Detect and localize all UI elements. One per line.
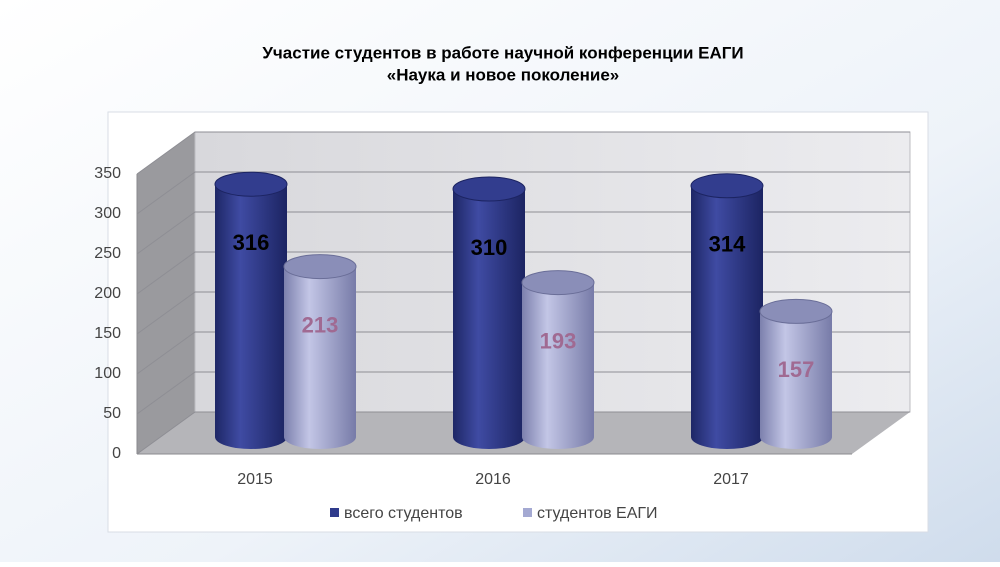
grid-line: [136, 331, 910, 375]
grid-line: [136, 291, 910, 335]
grid-line: [136, 211, 910, 255]
legend-swatch: [523, 508, 532, 517]
cylinder-top: [690, 173, 764, 199]
cylinder-body: [522, 282, 594, 449]
grid-line: [136, 411, 910, 455]
legend-swatch: [330, 508, 339, 517]
cylinder-top: [521, 270, 595, 296]
data-label: 213: [302, 312, 339, 337]
grid-line: [136, 171, 910, 215]
cylinder-body: [760, 311, 832, 449]
y-tick-label: 100: [94, 365, 121, 382]
bar: [283, 254, 357, 449]
cylinder-top: [759, 298, 833, 324]
bar: [452, 176, 526, 449]
grid-line: [136, 131, 910, 175]
cylinder-body: [691, 185, 763, 450]
bar: [759, 298, 833, 449]
data-label: 157: [778, 357, 815, 382]
y-tick-label: 300: [94, 205, 121, 222]
y-tick-label: 0: [112, 445, 121, 462]
cylinder-top: [214, 171, 288, 197]
y-tick-label: 150: [94, 325, 121, 342]
cylinder-top: [283, 254, 357, 280]
chart-title: «Наука и новое поколение»: [387, 65, 620, 84]
data-label: 314: [709, 232, 746, 257]
cylinder-body: [215, 184, 287, 449]
y-tick-label: 250: [94, 245, 121, 262]
x-tick-label: 2017: [713, 471, 749, 488]
grid-line: [136, 251, 910, 295]
cylinder-top: [452, 176, 526, 202]
data-label: 316: [233, 230, 270, 255]
legend-label: студентов ЕАГИ: [537, 505, 658, 522]
bar: [214, 171, 288, 449]
bar: [690, 173, 764, 450]
data-label: 193: [540, 328, 577, 353]
data-label: 310: [471, 235, 508, 260]
grid-line: [136, 371, 910, 415]
legend-label: всего студентов: [344, 505, 463, 522]
chart-title: Участие студентов в работе научной конфе…: [262, 43, 743, 62]
side-wall: [137, 132, 195, 454]
cylinder-body: [284, 266, 356, 449]
y-tick-label: 50: [103, 405, 121, 422]
cylinder-body: [453, 189, 525, 449]
x-tick-label: 2015: [237, 471, 273, 488]
y-tick-label: 200: [94, 285, 121, 302]
y-tick-label: 350: [94, 165, 121, 182]
x-tick-label: 2016: [475, 471, 511, 488]
bar: [521, 270, 595, 449]
